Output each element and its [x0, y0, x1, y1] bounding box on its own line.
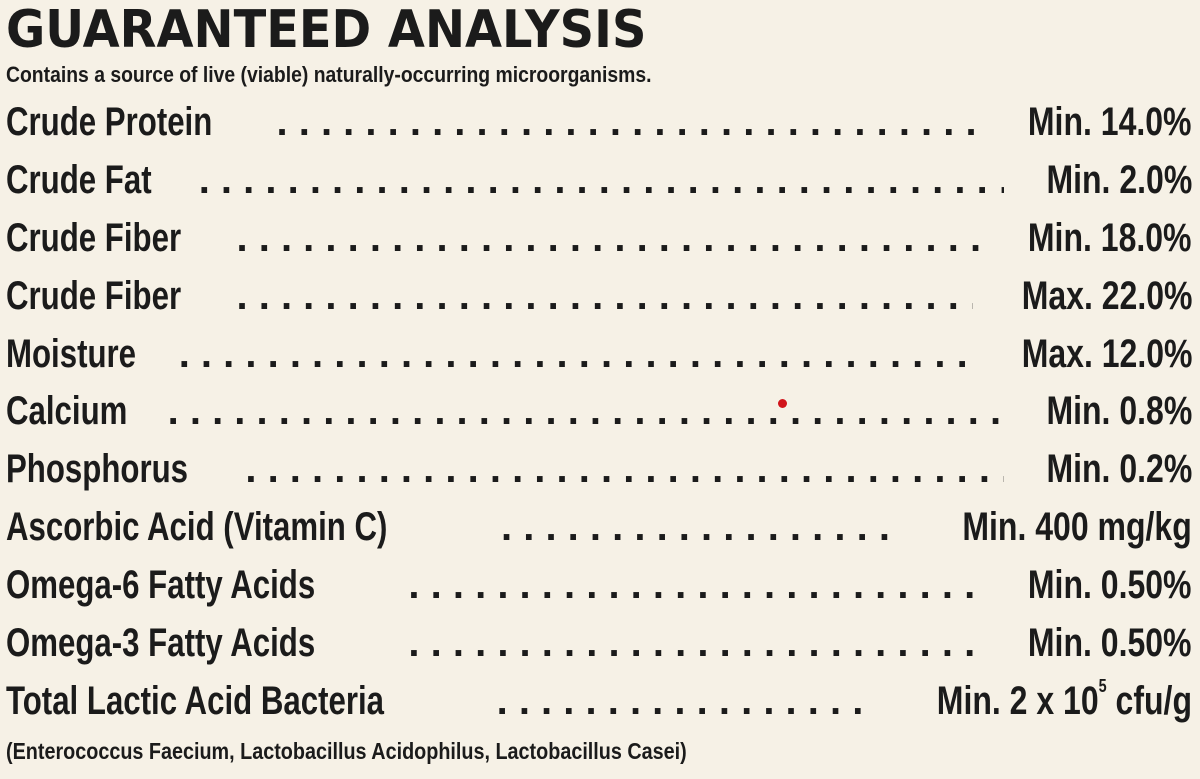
nutrient-value: Min. 0.50% [1028, 563, 1192, 608]
analysis-row: Calcium Min. 0.8% [6, 383, 1192, 441]
analysis-row: Moisture Max. 12.0% [6, 326, 1192, 384]
dot-leader [408, 557, 981, 615]
nutrient-value: Min. 2 x 105 cfu/g [937, 673, 1192, 731]
analysis-row: Omega-6 Fatty Acids Min. 0.50% [6, 557, 1192, 615]
nutrient-value: Min. 0.50% [1028, 621, 1192, 666]
nutrient-name: Omega-6 Fatty Acids [6, 563, 316, 608]
value-exponent: 5 [1098, 675, 1107, 696]
panel-subtitle: Contains a source of live (viable) natur… [6, 62, 652, 87]
nutrient-value: Min. 14.0% [1028, 100, 1192, 144]
analysis-row: Crude Fiber Min. 18.0% [6, 210, 1192, 268]
nutrient-name: Crude Fiber [6, 273, 182, 318]
analysis-row: Omega-3 Fatty Acids Min. 0.50% [6, 615, 1192, 673]
nutrient-name: Crude Protein [6, 100, 213, 144]
analysis-row: Crude Protein Min. 14.0% [6, 94, 1192, 152]
panel-title: GUARANTEED ANALYSIS [6, 0, 647, 60]
nutrient-value: Min. 0.2% [1046, 447, 1192, 492]
nutrient-value: Min. 2.0% [1046, 157, 1192, 202]
bacteria-footnote: (Enterococcus Faecium, Lactobacillus Aci… [6, 737, 687, 764]
nutrient-name: Crude Fiber [6, 215, 182, 260]
value-unit: cfu/g [1115, 678, 1192, 723]
dot-leader [408, 615, 981, 673]
dot-leader [501, 499, 899, 557]
dot-leader [236, 210, 981, 268]
nutrient-value: Min. 0.8% [1046, 389, 1192, 434]
nutrient-value: Max. 12.0% [1021, 331, 1192, 376]
nutrient-name: Omega-3 Fatty Acids [6, 621, 316, 666]
analysis-row: Total Lactic Acid Bacteria Min. 2 x 105 … [6, 673, 1192, 731]
analysis-row: Crude Fiber Max. 22.0% [6, 268, 1192, 326]
dot-leader [276, 94, 981, 152]
nutrient-name: Ascorbic Acid (Vitamin C) [6, 505, 388, 550]
nutrient-name: Crude Fat [6, 157, 152, 202]
dot-leader [199, 152, 1004, 210]
analysis-row: Ascorbic Acid (Vitamin C) Min. 400 mg/kg [6, 499, 1192, 557]
red-dot-marker [778, 399, 787, 408]
dot-leader [245, 441, 1003, 499]
nutrient-value: Min. 400 mg/kg [962, 505, 1192, 550]
analysis-row: Crude Fat Min. 2.0% [6, 152, 1192, 210]
nutrient-name: Phosphorus [6, 447, 189, 492]
analysis-list: Crude Protein Min. 14.0% Crude Fat Min. … [6, 94, 1192, 731]
nutrient-name: Total Lactic Acid Bacteria [6, 678, 384, 723]
nutrient-value: Max. 22.0% [1021, 273, 1192, 318]
dot-leader [179, 326, 973, 384]
nutrient-value: Min. 18.0% [1028, 215, 1192, 260]
dot-leader [497, 673, 867, 731]
nutrient-name: Moisture [6, 331, 137, 376]
value-base: Min. 2 x 10 [936, 678, 1099, 723]
dot-leader [168, 383, 1004, 441]
dot-leader [236, 268, 972, 326]
nutrient-name: Calcium [6, 389, 128, 434]
analysis-row: Phosphorus Min. 0.2% [6, 441, 1192, 499]
